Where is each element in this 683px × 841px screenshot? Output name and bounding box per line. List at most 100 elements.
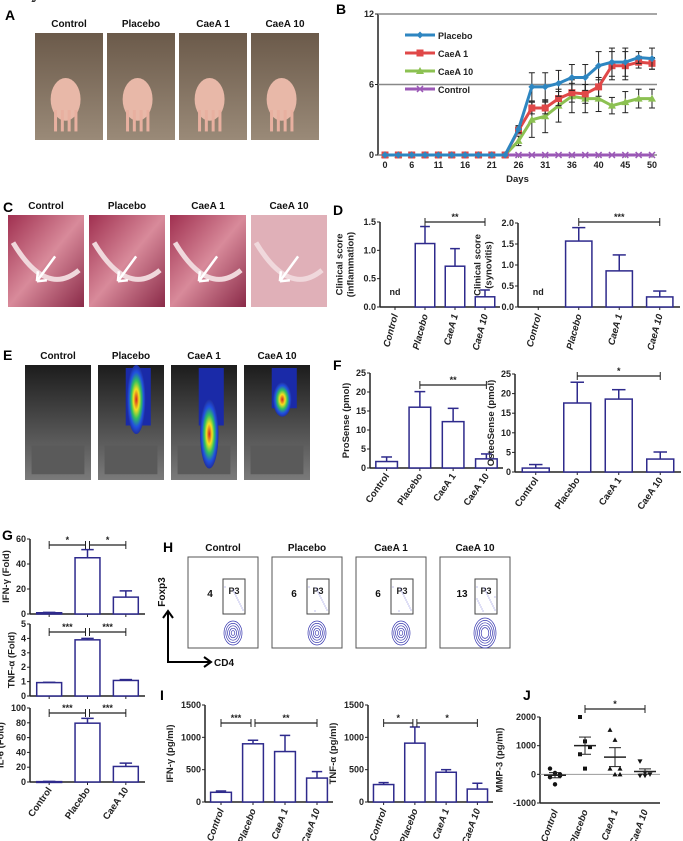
y-tick-label: 2 <box>21 662 26 672</box>
x-tick-label: Placebo <box>411 313 431 351</box>
x-tick-label: CaeA 10 <box>300 807 323 841</box>
gate-p3 <box>222 578 246 615</box>
panel-c-image <box>251 215 327 307</box>
contour <box>391 620 411 646</box>
marker-diamond <box>648 55 656 63</box>
marker-triangle <box>416 67 424 74</box>
event-dot <box>494 609 496 611</box>
flow-plot-caea-1: CaeA 1 P3 6 <box>355 543 427 649</box>
x-tick-label: Control <box>364 471 392 505</box>
bar-caea-1 <box>273 750 297 803</box>
y-tick-label: 2.0 <box>501 218 514 228</box>
contour <box>398 630 404 636</box>
event-dot <box>490 601 492 603</box>
tissue-band <box>172 241 243 282</box>
arrow-icon <box>278 255 300 283</box>
nd-label: nd <box>390 287 401 297</box>
y-tick-label: 80 <box>16 718 26 728</box>
event-dot <box>314 610 316 612</box>
x-tick-label: 0 <box>382 160 387 170</box>
marker-diamond <box>448 151 456 159</box>
marker-x <box>635 151 643 159</box>
y-tick-label: 0 <box>21 691 26 701</box>
significance-label: *** <box>231 713 242 723</box>
arrow-icon <box>162 609 213 668</box>
nd-label: nd <box>533 287 544 297</box>
toe-shape <box>132 110 136 132</box>
y-axis-label: Disease Severity <box>0 0 38 3</box>
paw-shape <box>266 77 297 121</box>
flow-plot-title: Placebo <box>288 543 326 554</box>
y-tick-label: 0.5 <box>501 281 514 291</box>
marker-diamond <box>408 151 416 159</box>
data-point <box>617 771 623 777</box>
series-placebo <box>381 47 656 159</box>
panel-c-title: Placebo <box>108 201 146 212</box>
x-tick-label: 36 <box>567 160 577 170</box>
y-tick-label: 0 <box>21 777 26 787</box>
marker-diamond <box>528 83 536 91</box>
y-axis-label: Clinical score <box>473 234 484 296</box>
mouse-legs <box>104 445 158 475</box>
toe-shape <box>67 110 71 132</box>
significance-label: ** <box>450 375 458 385</box>
x-tick-label: CaeA 1 <box>442 313 461 347</box>
event-dot <box>409 607 411 609</box>
x-tick-label: Control <box>539 808 561 841</box>
tissue-band <box>10 241 81 282</box>
marker-square <box>555 95 563 103</box>
contour <box>393 623 409 643</box>
chart-g3: 0 20 40 60 80 100 IL-6 (Fold) Control Placebo Cae… <box>0 703 145 822</box>
y-tick-label: 0.5 <box>363 274 376 284</box>
toe-shape <box>146 110 150 132</box>
event-dot <box>404 597 406 599</box>
x-tick-label: Control <box>368 807 390 841</box>
event-dot <box>237 599 239 601</box>
panel-letter-e: E <box>3 347 12 363</box>
x-tick-label: 45 <box>620 160 630 170</box>
event-dot <box>318 593 320 595</box>
percent-label: 4 <box>207 589 213 600</box>
y-tick-label: 0 <box>196 797 201 807</box>
bar-control <box>209 791 233 803</box>
y-tick-label: 20 <box>16 762 26 772</box>
event-dot <box>398 610 400 612</box>
x-tick-label: Placebo <box>395 471 425 507</box>
contour <box>397 627 405 639</box>
significance-label: *** <box>614 212 625 222</box>
panel-letter-f: F <box>333 357 342 373</box>
flow-plot-caea-10: CaeA 10 P3 13 <box>439 543 511 649</box>
toe-shape <box>204 110 208 132</box>
legend-label: CaeA 10 <box>438 67 473 77</box>
panel-e-title: CaeA 1 <box>187 351 221 362</box>
y-tick-label: 25 <box>356 368 366 378</box>
toe-shape <box>198 110 202 132</box>
panel-c-title: CaeA 1 <box>191 201 225 212</box>
x-tick-label: CaeA 1 <box>431 807 452 841</box>
bar-control <box>35 681 63 697</box>
bar-control <box>375 460 399 469</box>
legend-item-caea-1: CaeA 1 <box>405 49 468 59</box>
y-axis-label: (inflammation) <box>346 232 357 297</box>
y-axis-label: ProSense (pmol) <box>341 383 352 459</box>
bar-placebo <box>74 722 101 783</box>
event-dot <box>407 603 409 605</box>
event-dot <box>478 602 480 604</box>
event-dot <box>476 598 478 600</box>
event-dot <box>325 607 327 609</box>
event-dot <box>402 593 404 595</box>
panel-e-image <box>171 365 237 480</box>
panel-e-image <box>244 365 310 480</box>
legend-label: Control <box>438 85 470 95</box>
x-tick-label: Placebo <box>236 807 259 841</box>
y-tick-label: 500 <box>349 765 364 775</box>
panel-letter-h: H <box>163 539 173 555</box>
y-axis-label: MMP-3 (pg/ml) <box>495 728 506 793</box>
marker-triangle <box>514 136 523 144</box>
event-dot <box>488 597 490 599</box>
event-dot <box>322 601 324 603</box>
histology-image <box>8 215 84 307</box>
panel-letter-j: J <box>523 687 531 703</box>
panel-c-image <box>89 215 165 307</box>
panel-letter-a: A <box>5 7 15 23</box>
